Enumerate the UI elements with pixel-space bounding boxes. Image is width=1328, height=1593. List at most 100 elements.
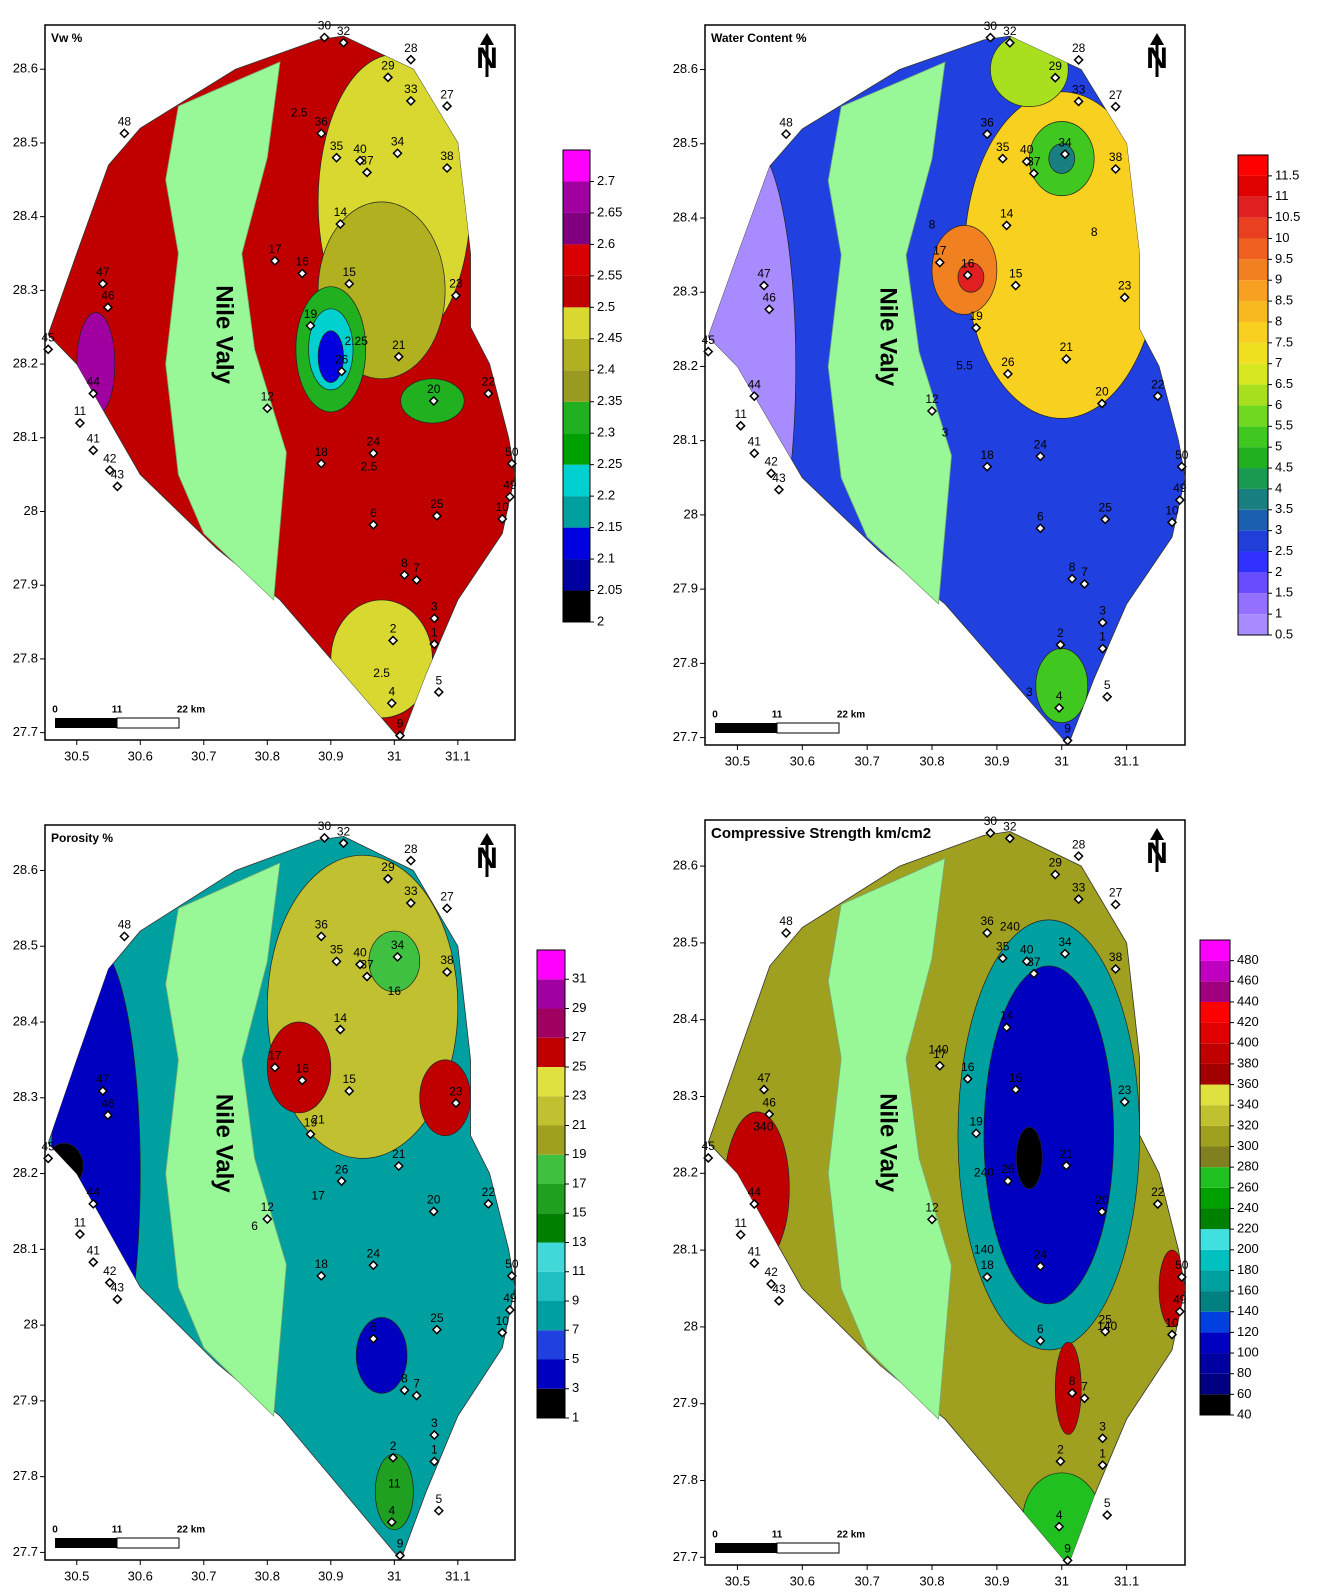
station-label: 20 (1095, 1193, 1109, 1207)
station-label: 24 (367, 434, 381, 448)
colorbar-swatch (1238, 301, 1268, 322)
station-label: 2 (1057, 1442, 1064, 1456)
x-tick-label: 31 (387, 1568, 401, 1583)
station-label: 38 (440, 953, 454, 967)
colorbar-swatch (1238, 385, 1268, 406)
station-label: 14 (334, 1011, 348, 1025)
station-label: 36 (315, 115, 329, 129)
contour-label: 140 (974, 1242, 994, 1256)
station-label: 24 (1034, 437, 1048, 451)
scale-label: 0 (52, 705, 58, 716)
station-label: 19 (969, 1115, 983, 1129)
x-tick-label: 30.7 (191, 748, 216, 763)
contour-label: 2.25 (345, 334, 369, 348)
colorbar-swatch (563, 465, 590, 496)
colorbar-label: 420 (1237, 1014, 1259, 1029)
colorbar-label: 360 (1237, 1076, 1259, 1091)
colorbar-swatch (563, 213, 590, 244)
station-label: 3 (431, 1416, 438, 1430)
colorbar-label: 280 (1237, 1159, 1259, 1174)
colorbar-swatch (1238, 259, 1268, 280)
north-label: N (476, 42, 498, 75)
station-label: 48 (779, 914, 793, 928)
colorbar-label: 380 (1237, 1055, 1259, 1070)
colorbar-label: 4.5 (1275, 459, 1293, 474)
colorbar-swatch (1200, 1064, 1230, 1085)
colorbar-label: 2.6 (597, 236, 615, 251)
colorbar-label: 1 (1275, 606, 1282, 621)
scale-label: 0 (712, 710, 718, 721)
scale-label: 11 (772, 710, 783, 721)
map-title: Water Content % (711, 31, 807, 45)
x-tick-label: 31 (387, 748, 401, 763)
colorbar-label: 7 (572, 1322, 579, 1337)
station-label: 20 (1095, 385, 1109, 399)
colorbar-label: 2.55 (597, 267, 622, 282)
contour-label: 8 (1091, 225, 1098, 239)
station-label: 27 (440, 890, 454, 904)
colorbar-label: 2.2 (597, 488, 615, 503)
station-label: 18 (980, 1258, 994, 1272)
station-label: 25 (1099, 501, 1113, 515)
colorbar-label: 180 (1237, 1262, 1259, 1277)
colorbar-swatch (1238, 593, 1268, 614)
map-panel: Nile Valy2401402401403401403032282927334… (673, 814, 1259, 1588)
scale-bar-white (777, 1543, 839, 1553)
station-label: 46 (763, 1095, 777, 1109)
contour-zone (1036, 649, 1088, 723)
station-label: 49 (503, 1291, 517, 1305)
station-label: 2 (1057, 626, 1064, 640)
station-label: 35 (996, 140, 1010, 154)
station-label: 38 (1109, 150, 1123, 164)
station-label: 27 (1109, 886, 1123, 900)
scale-label: 11 (112, 1525, 123, 1536)
colorbar-swatch (1200, 1208, 1230, 1229)
colorbar-label: 31 (572, 971, 586, 986)
colorbar-label: 9.5 (1275, 251, 1293, 266)
colorbar-swatch (537, 1067, 565, 1096)
y-tick-label: 28.2 (673, 1165, 698, 1180)
contour-label: 2.5 (361, 459, 378, 473)
colorbar-label: 80 (1237, 1365, 1251, 1380)
x-tick-label: 30.5 (64, 1568, 89, 1583)
scale-bar-black (715, 1543, 777, 1553)
y-tick-label: 28.5 (13, 938, 38, 953)
station-label: 29 (381, 860, 395, 874)
colorbar-label: 2.25 (597, 456, 622, 471)
station-label: 42 (103, 451, 117, 465)
station-label: 5 (435, 1492, 442, 1506)
x-tick-label: 30.7 (855, 1573, 880, 1588)
y-tick-label: 27.8 (13, 650, 38, 665)
station-label: 29 (1049, 59, 1063, 73)
station-label: 9 (1064, 722, 1071, 736)
contour-zone (375, 1454, 413, 1530)
colorbar-swatch (1238, 364, 1268, 385)
station-label: 44 (748, 377, 762, 391)
colorbar-label: 2 (1275, 564, 1282, 579)
north-label: N (1146, 837, 1168, 870)
colorbar-label: 120 (1237, 1324, 1259, 1339)
station-label: 14 (1000, 1009, 1014, 1023)
colorbar-swatch (563, 559, 590, 590)
colorbar-swatch (563, 402, 590, 433)
contour-zone (420, 1060, 471, 1136)
station-label: 10 (496, 500, 510, 514)
colorbar-swatch (1200, 1353, 1230, 1374)
station-label: 47 (96, 265, 110, 279)
station-label: 44 (87, 1185, 101, 1199)
station-label: 29 (1049, 856, 1063, 870)
colorbar-label: 4 (1275, 480, 1282, 495)
colorbar-swatch (1200, 981, 1230, 1002)
north-label: N (476, 842, 498, 875)
station-label: 15 (1009, 267, 1023, 281)
nile-label: Nile Valy (874, 1093, 901, 1192)
station-label: 16 (296, 255, 310, 269)
station-label: 17 (268, 242, 282, 256)
station-label: 3 (1099, 604, 1106, 618)
colorbar-label: 2.3 (597, 425, 615, 440)
station-label: 37 (1027, 955, 1041, 969)
station-label: 12 (261, 389, 275, 403)
colorbar-swatch (1200, 1023, 1230, 1044)
station-label: 16 (961, 1060, 975, 1074)
y-tick-label: 28.3 (13, 1089, 38, 1104)
